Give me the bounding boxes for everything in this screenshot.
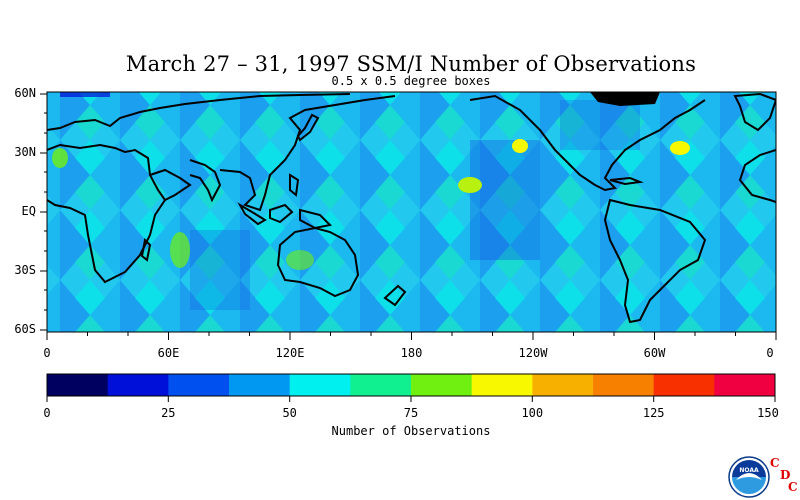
- colorbar-ticks: [46, 396, 776, 402]
- colorbar-label-50: 50: [282, 406, 297, 420]
- colorbar: [47, 374, 776, 396]
- colorbar-label-100: 100: [521, 406, 544, 420]
- noaa-logo: NOAA: [728, 456, 770, 498]
- colorbar-segment: [350, 374, 412, 396]
- cdc-letter-d: D: [780, 468, 791, 482]
- y-label-30s: 30S: [14, 263, 36, 277]
- colorbar-segment: [532, 374, 594, 396]
- colorbar-segment: [653, 374, 715, 396]
- y-label-eq: EQ: [21, 204, 36, 218]
- colorbar-segment: [714, 374, 776, 396]
- page-subtitle: 0.5 x 0.5 degree boxes: [331, 74, 491, 88]
- colorbar-title: Number of Observations: [331, 424, 491, 438]
- colorbar-segment: [471, 374, 533, 396]
- cdc-letter-c1: C: [770, 456, 780, 470]
- x-label-0-end: 0: [766, 346, 774, 360]
- y-label-30n: 30N: [14, 145, 36, 159]
- x-label-120w: 120W: [518, 346, 548, 360]
- x-axis-ticks: [46, 332, 777, 340]
- x-label-60e: 60E: [157, 346, 180, 360]
- colorbar-label-75: 75: [403, 406, 419, 420]
- colorbar-label-25: 25: [161, 406, 176, 420]
- y-label-60s: 60S: [14, 322, 36, 336]
- svg-text:NOAA: NOAA: [739, 467, 759, 474]
- y-label-60n: 60N: [14, 86, 36, 100]
- colorbar-segment: [229, 374, 291, 396]
- x-label-60w: 60W: [643, 346, 666, 360]
- colorbar-segment: [593, 374, 655, 396]
- page-title: March 27 – 31, 1997 SSM/I Number of Obse…: [125, 52, 697, 76]
- colorbar-label-125: 125: [642, 406, 665, 420]
- colorbar-segment: [107, 374, 169, 396]
- colorbar-segment: [47, 374, 109, 396]
- colorbar-label-0: 0: [43, 406, 51, 420]
- colorbar-segment: [289, 374, 351, 396]
- y-axis-ticks: [40, 93, 47, 331]
- x-label-120e: 120E: [275, 346, 305, 360]
- colorbar-label-150: 150: [757, 406, 779, 420]
- x-label-0: 0: [43, 346, 51, 360]
- colorbar-segment: [411, 374, 473, 396]
- coastlines: [47, 92, 776, 324]
- x-label-180: 180: [400, 346, 423, 360]
- colorbar-segment: [168, 374, 230, 396]
- cdc-letter-c2: C: [788, 480, 798, 494]
